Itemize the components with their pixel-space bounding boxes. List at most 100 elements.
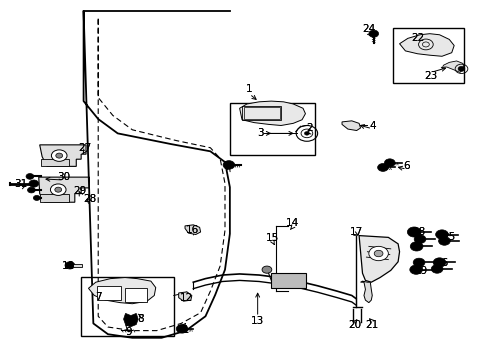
Circle shape <box>368 30 378 37</box>
Text: 25: 25 <box>442 232 455 242</box>
Polygon shape <box>40 145 86 166</box>
Text: 31: 31 <box>15 179 28 189</box>
Text: 13: 13 <box>250 316 264 325</box>
Circle shape <box>33 195 40 201</box>
Circle shape <box>432 258 445 267</box>
Bar <box>97 286 121 300</box>
Text: 7: 7 <box>95 292 102 302</box>
Text: 9: 9 <box>125 327 131 337</box>
Bar <box>73 264 81 267</box>
Bar <box>81 277 173 336</box>
Text: 8: 8 <box>137 314 143 324</box>
Text: 6: 6 <box>403 161 409 171</box>
Text: 20: 20 <box>348 320 361 330</box>
Text: 19: 19 <box>413 266 427 276</box>
Text: 4: 4 <box>368 121 375 131</box>
Text: 16: 16 <box>185 225 199 235</box>
Text: 24: 24 <box>362 24 375 35</box>
Polygon shape <box>399 34 453 56</box>
Polygon shape <box>178 292 191 301</box>
Text: 8: 8 <box>137 314 143 324</box>
Circle shape <box>413 235 425 243</box>
Bar <box>243 107 279 119</box>
Text: 7: 7 <box>95 292 102 302</box>
Text: 23: 23 <box>423 71 436 81</box>
Circle shape <box>409 265 422 274</box>
Text: 11: 11 <box>177 325 190 335</box>
Circle shape <box>430 265 442 273</box>
Text: 9: 9 <box>125 327 131 337</box>
Polygon shape <box>40 194 69 202</box>
Polygon shape <box>39 177 89 202</box>
Text: 22: 22 <box>410 33 424 43</box>
Text: 21: 21 <box>365 320 378 330</box>
Text: 22: 22 <box>410 33 424 43</box>
Text: 15: 15 <box>265 233 279 243</box>
Text: 25: 25 <box>442 232 455 242</box>
Polygon shape <box>41 159 69 166</box>
Text: 5: 5 <box>223 161 229 171</box>
Bar <box>125 288 147 302</box>
Circle shape <box>304 132 309 135</box>
Circle shape <box>50 184 66 195</box>
Text: 24: 24 <box>362 24 375 35</box>
Text: 10: 10 <box>61 261 74 271</box>
Circle shape <box>435 230 447 239</box>
Text: 12: 12 <box>180 293 193 303</box>
Circle shape <box>56 153 62 158</box>
Text: 27: 27 <box>78 143 91 153</box>
Circle shape <box>438 237 449 245</box>
Polygon shape <box>123 314 138 327</box>
Text: 31: 31 <box>15 179 28 189</box>
Circle shape <box>55 187 61 192</box>
Text: 27: 27 <box>78 143 91 153</box>
Polygon shape <box>441 61 463 72</box>
Text: 17: 17 <box>349 227 363 237</box>
Circle shape <box>29 180 39 187</box>
Polygon shape <box>88 278 156 304</box>
Text: 26: 26 <box>434 258 447 268</box>
Text: 20: 20 <box>348 320 361 330</box>
Circle shape <box>176 324 187 333</box>
Text: 19: 19 <box>413 266 427 276</box>
Text: 1: 1 <box>245 84 252 94</box>
Circle shape <box>409 242 422 251</box>
Polygon shape <box>341 121 360 131</box>
Text: 18: 18 <box>411 227 425 237</box>
Circle shape <box>384 159 394 167</box>
Text: 15: 15 <box>265 233 279 243</box>
Text: 11: 11 <box>177 325 190 335</box>
Circle shape <box>262 266 271 273</box>
Text: 30: 30 <box>58 172 70 182</box>
Polygon shape <box>358 235 399 282</box>
Circle shape <box>51 150 67 161</box>
Text: 14: 14 <box>285 218 298 228</box>
Text: 6: 6 <box>403 161 409 171</box>
Circle shape <box>412 258 424 267</box>
Circle shape <box>377 163 387 171</box>
Text: 12: 12 <box>180 293 193 303</box>
Circle shape <box>407 227 420 237</box>
Bar <box>242 106 281 120</box>
Circle shape <box>65 262 75 269</box>
Circle shape <box>223 161 234 169</box>
Text: 21: 21 <box>365 320 378 330</box>
Text: 29: 29 <box>73 186 87 196</box>
Text: 3: 3 <box>256 129 263 138</box>
Text: 13: 13 <box>250 316 264 325</box>
Text: 28: 28 <box>82 194 96 204</box>
Text: 10: 10 <box>61 261 74 271</box>
Text: 4: 4 <box>368 121 375 131</box>
Bar <box>229 103 315 155</box>
Text: 23: 23 <box>423 71 436 81</box>
Text: 26: 26 <box>434 258 447 268</box>
Circle shape <box>368 246 387 261</box>
Polygon shape <box>360 281 371 303</box>
Text: 2: 2 <box>305 123 312 133</box>
Circle shape <box>27 187 35 193</box>
Text: 30: 30 <box>58 172 70 182</box>
Circle shape <box>26 174 34 179</box>
Polygon shape <box>184 225 200 234</box>
Text: 16: 16 <box>185 225 199 235</box>
Text: 3: 3 <box>256 129 263 138</box>
